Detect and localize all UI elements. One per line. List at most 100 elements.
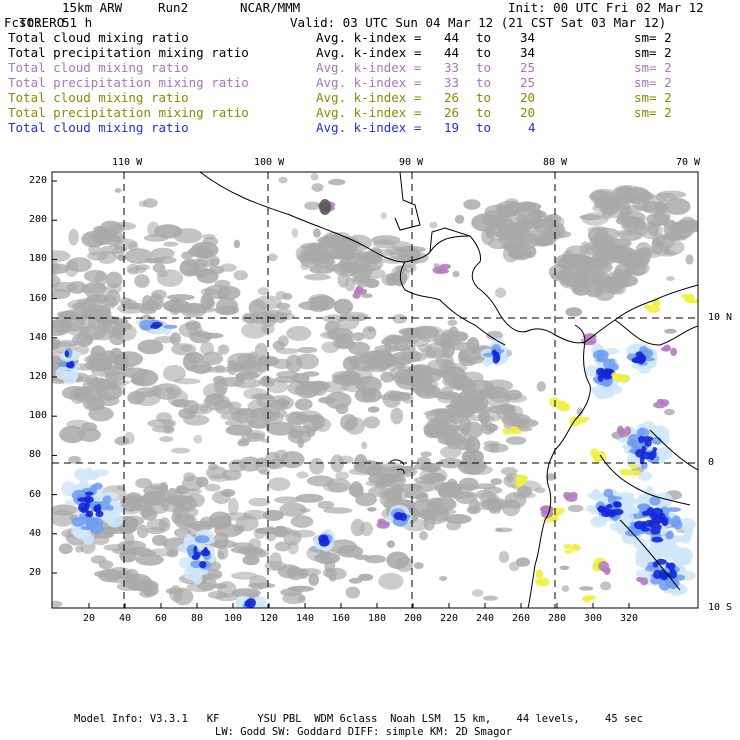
purple-patch (624, 426, 632, 436)
cloud-blob (81, 422, 98, 432)
cloud-blob (262, 509, 284, 521)
precip-core (651, 449, 657, 459)
cloud-blob (190, 520, 214, 532)
purple-patch (618, 427, 626, 438)
precip-core (163, 324, 178, 329)
precip-core (635, 569, 654, 579)
cloud-blob (247, 351, 260, 369)
cloud-blob (461, 449, 484, 465)
precip-core (399, 512, 407, 522)
cloud-blob (241, 322, 268, 339)
cloud-blob (456, 331, 469, 342)
x-tick-label: 20 (83, 613, 96, 624)
precip-core (191, 554, 200, 561)
x-tick-label: 160 (332, 613, 351, 624)
x-tick-label: 260 (512, 613, 531, 624)
cloud-blob (527, 209, 547, 219)
cloud-blob (559, 565, 570, 570)
yellow-patch (509, 426, 520, 434)
cloud-blob (452, 270, 460, 278)
precip-core (656, 492, 673, 507)
cloud-blob (171, 343, 197, 356)
yellow-patch (564, 549, 573, 554)
precip-core (84, 491, 94, 496)
cloud-blob (342, 356, 360, 372)
cloud-blob (321, 341, 340, 353)
precip-core (669, 569, 677, 579)
cloud-blob (94, 570, 109, 578)
cloud-blob (140, 507, 158, 521)
cloud-blob (504, 198, 519, 208)
lon-label: 70 W (676, 157, 701, 168)
cloud-blob (246, 430, 266, 440)
precip-core (638, 435, 645, 444)
cloud-blob (465, 436, 481, 454)
yellow-patch (502, 428, 509, 433)
x-tick-label: 140 (296, 613, 315, 624)
lat-label: 0 (708, 457, 715, 468)
cloud-blob (75, 545, 84, 553)
cloud-blob (166, 294, 195, 301)
cloud-blob (300, 263, 310, 271)
cloud-blob (347, 341, 371, 355)
cloud-blob (340, 414, 358, 431)
cloud-blob (217, 550, 225, 560)
cloud-blob (390, 465, 416, 473)
cloud-blob (622, 269, 630, 281)
cloud-blob (505, 436, 527, 445)
cloud-blob (348, 577, 363, 584)
cloud-blob (254, 295, 282, 310)
precip-core (93, 506, 100, 513)
x-tick-label: 200 (404, 613, 423, 624)
cloud-blob (306, 475, 335, 487)
legend-field: Total cloud mixing ratio (8, 120, 189, 135)
cloud-blob (101, 358, 110, 364)
cloud-blob (579, 586, 594, 591)
precip-field (55, 199, 698, 608)
cloud-blob (274, 409, 288, 418)
legend-to-word: to (476, 45, 492, 60)
cloud-blob (214, 399, 234, 415)
legend-k-index: Avg. k-index = (316, 45, 422, 60)
x-tick-label: 220 (440, 613, 459, 624)
cloud-blob (361, 441, 368, 450)
cloud-blob (313, 228, 321, 238)
cloud-blob (35, 270, 47, 281)
cloud-blob (328, 574, 337, 582)
cloud-blob (52, 260, 61, 276)
cloud-blob (664, 227, 683, 236)
cloud-blob (396, 391, 411, 401)
cloud-blob (52, 341, 59, 351)
yellow-patch (628, 463, 638, 469)
cloud-blob (429, 221, 438, 229)
cloud-blob (130, 549, 157, 557)
cloud-blob (663, 220, 677, 230)
cloud-blob (158, 517, 171, 532)
cloud-blob (390, 407, 404, 425)
purple-patch (601, 567, 611, 573)
cloud-blob (122, 367, 149, 379)
yellow-patch (551, 507, 566, 513)
cloud-blob (233, 270, 248, 281)
precip-core (189, 568, 209, 576)
cloud-blob (196, 332, 224, 339)
cloud-blob (496, 225, 524, 233)
cloud-blob (319, 199, 331, 215)
cloud-blob (195, 476, 209, 488)
cloud-blob (309, 458, 325, 475)
cloud-blob (238, 456, 262, 472)
precip-core (644, 520, 655, 527)
purple-patch (353, 288, 368, 295)
cloud-blob (466, 505, 481, 515)
cloud-blob (576, 407, 583, 417)
precip-core (77, 497, 88, 502)
cloud-blob (363, 416, 380, 429)
y-tick-label: 200 (29, 214, 48, 226)
cloud-field (35, 173, 698, 608)
cloud-blob (264, 560, 287, 571)
cloud-blob (419, 531, 428, 541)
cloud-blob (297, 436, 305, 449)
purple-patch (540, 508, 554, 519)
cloud-blob (448, 326, 459, 342)
cloud-blob (127, 302, 146, 310)
